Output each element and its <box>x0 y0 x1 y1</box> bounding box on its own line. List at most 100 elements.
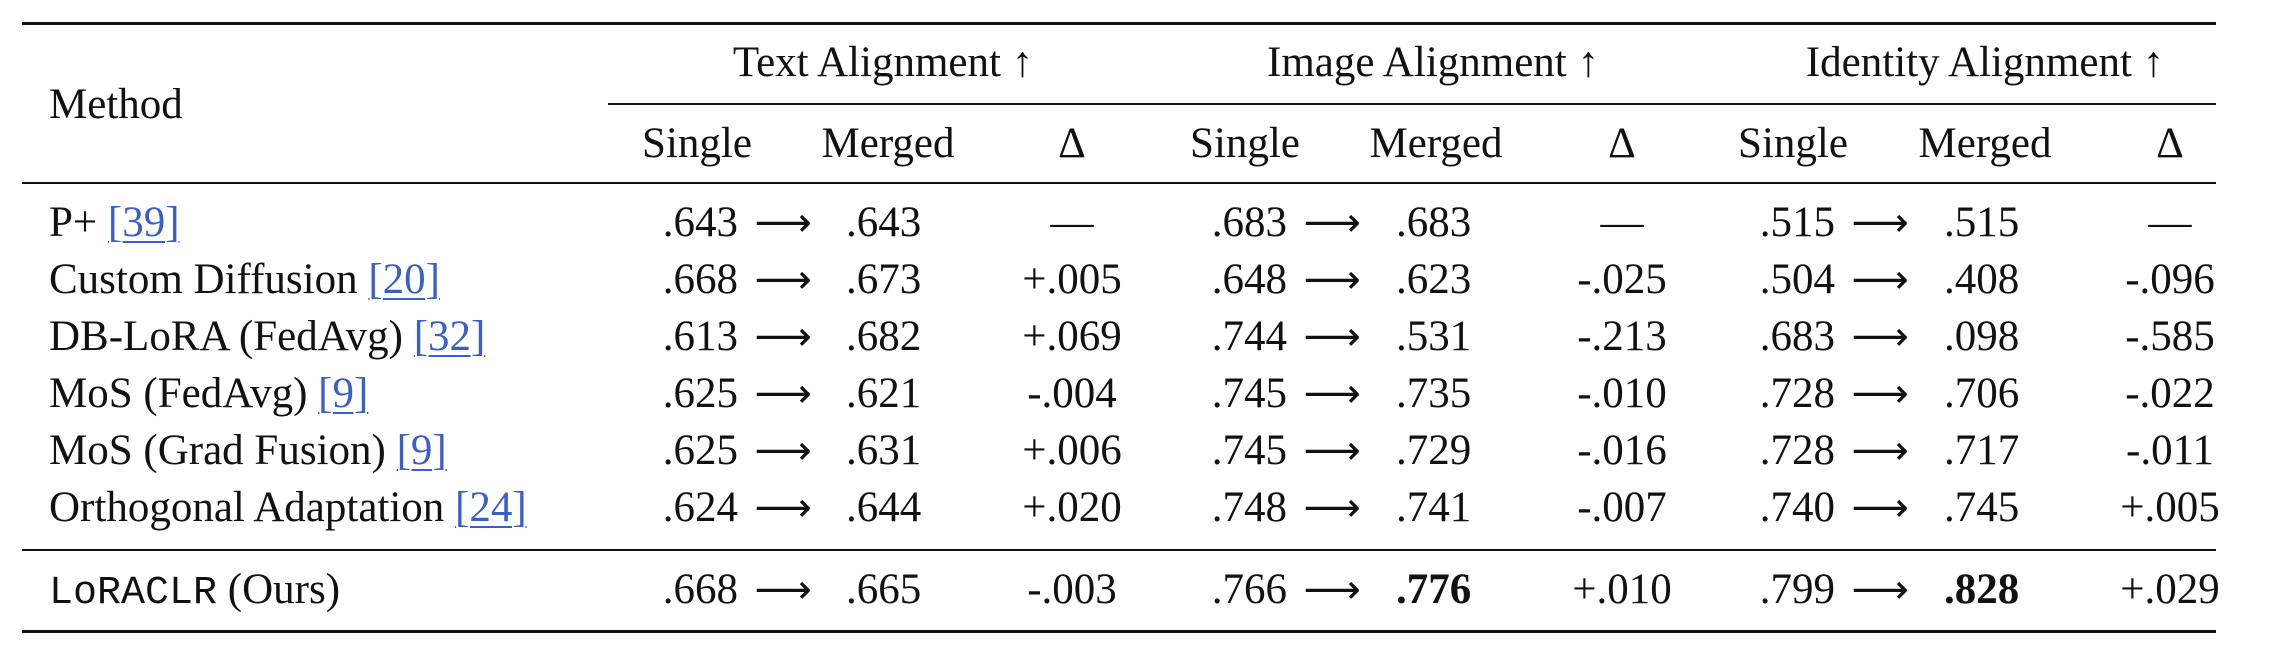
identity-merged-value: .098 <box>1944 313 2020 360</box>
arrow-icon: ⟶ <box>1303 567 1361 613</box>
image-single-value: .766 <box>1211 566 1287 613</box>
identity-delta-value: +.029 <box>2120 566 2220 613</box>
group-header-text: Text Alignment ↑ <box>732 39 1034 86</box>
method-suffix: (Ours) <box>217 566 341 613</box>
text-delta-value: +.005 <box>1022 256 1122 303</box>
identity-single-value: .515 <box>1759 199 1835 246</box>
method-name: Custom Diffusion <box>49 256 369 303</box>
identity-single-value: .799 <box>1759 566 1835 613</box>
identity-merged-value: .515 <box>1944 199 2020 246</box>
arrow-icon: ⟶ <box>1851 314 1909 360</box>
arrow-icon: ⟶ <box>754 485 812 531</box>
text-delta-value: +.006 <box>1022 427 1122 474</box>
text-merged-value: .665 <box>846 566 922 613</box>
image-merged-value: .735 <box>1396 370 1472 417</box>
identity-delta-value: — <box>2148 199 2192 246</box>
image-merged-value: .683 <box>1396 199 1472 246</box>
subheader-text-single: Single <box>642 120 752 167</box>
text-single-value: .624 <box>662 484 738 531</box>
group-header-image: Image Alignment ↑ <box>1267 39 1599 86</box>
image-delta-value: -.213 <box>1577 313 1667 360</box>
citation-link[interactable]: [39] <box>107 199 180 246</box>
method-name: MoS (Grad Fusion) <box>49 427 397 474</box>
group-underline <box>608 103 2216 105</box>
identity-single-value: .728 <box>1759 370 1835 417</box>
citation-link[interactable]: [24] <box>455 484 527 531</box>
arrow-icon: ⟶ <box>754 567 812 613</box>
arrow-icon: ⟶ <box>1303 257 1361 303</box>
arrow-icon: ⟶ <box>1851 428 1909 474</box>
text-delta-value: -.003 <box>1027 566 1117 613</box>
arrow-icon: ⟶ <box>1851 257 1909 303</box>
identity-merged-value: .828 <box>1944 566 2020 613</box>
subheader-text-delta: Δ <box>1058 120 1086 167</box>
subheader-text-merged: Merged <box>821 120 955 167</box>
text-single-value: .625 <box>662 427 738 474</box>
text-merged-value: .682 <box>846 313 922 360</box>
bottom-rule <box>22 630 2216 633</box>
method-name: Orthogonal Adaptation <box>49 484 456 531</box>
identity-merged-value: .408 <box>1944 256 2020 303</box>
identity-merged-value: .706 <box>1944 370 2020 417</box>
text-delta-value: -.004 <box>1027 370 1117 417</box>
arrow-icon: ⟶ <box>1303 371 1361 417</box>
arrow-icon: ⟶ <box>1303 200 1361 246</box>
image-merged-value: .531 <box>1396 313 1472 360</box>
arrow-icon: ⟶ <box>1851 567 1909 613</box>
arrow-icon: ⟶ <box>1303 314 1361 360</box>
text-delta-value: — <box>1050 199 1094 246</box>
identity-delta-value: -.011 <box>2126 427 2214 474</box>
subheader-image-merged: Merged <box>1369 120 1503 167</box>
image-delta-value: +.010 <box>1572 566 1672 613</box>
method-cell: MoS (FedAvg) [9] <box>49 369 368 419</box>
text-delta-value: +.020 <box>1022 484 1122 531</box>
method-name: LoRACLR <box>49 571 218 616</box>
image-delta-value: — <box>1600 199 1644 246</box>
text-single-value: .668 <box>662 566 738 613</box>
identity-single-value: .683 <box>1759 313 1835 360</box>
text-merged-value: .631 <box>846 427 922 474</box>
method-cell: DB-LoRA (FedAvg) [32] <box>49 312 485 362</box>
image-merged-value: .729 <box>1396 427 1472 474</box>
text-merged-value: .673 <box>846 256 922 303</box>
top-rule <box>22 22 2216 25</box>
text-single-value: .625 <box>662 370 738 417</box>
identity-merged-value: .745 <box>1944 484 2020 531</box>
method-cell: MoS (Grad Fusion) [9] <box>49 426 447 476</box>
arrow-icon: ⟶ <box>754 371 812 417</box>
subheader-identity-delta: Δ <box>2156 120 2184 167</box>
citation-link[interactable]: [32] <box>413 313 486 360</box>
image-delta-value: -.007 <box>1577 484 1667 531</box>
image-merged-value: .741 <box>1396 484 1472 531</box>
arrow-icon: ⟶ <box>754 428 812 474</box>
method-cell: P+ [39] <box>49 198 180 248</box>
citation-link[interactable]: [20] <box>368 256 440 303</box>
text-delta-value: +.069 <box>1022 313 1122 360</box>
arrow-icon: ⟶ <box>1851 200 1909 246</box>
header-rule <box>22 182 2216 184</box>
identity-merged-value: .717 <box>1944 427 2020 474</box>
image-single-value: .648 <box>1211 256 1287 303</box>
image-single-value: .745 <box>1211 370 1287 417</box>
image-single-value: .683 <box>1211 199 1287 246</box>
arrow-icon: ⟶ <box>1303 428 1361 474</box>
image-single-value: .748 <box>1211 484 1287 531</box>
citation-link[interactable]: [9] <box>396 427 447 474</box>
text-single-value: .668 <box>662 256 738 303</box>
arrow-icon: ⟶ <box>1851 371 1909 417</box>
image-single-value: .744 <box>1211 313 1287 360</box>
group-header-identity: Identity Alignment ↑ <box>1805 39 2165 86</box>
method-name: DB-LoRA (FedAvg) <box>49 313 414 360</box>
identity-single-value: .740 <box>1759 484 1835 531</box>
citation-link[interactable]: [9] <box>318 370 369 417</box>
subheader-image-single: Single <box>1190 120 1300 167</box>
ours-rule <box>22 549 2216 551</box>
identity-single-value: .504 <box>1759 256 1835 303</box>
method-cell: LoRACLR (Ours) <box>49 565 340 619</box>
text-single-value: .613 <box>662 313 738 360</box>
image-merged-value: .623 <box>1396 256 1472 303</box>
method-cell: Orthogonal Adaptation [24] <box>49 483 527 533</box>
arrow-icon: ⟶ <box>1851 485 1909 531</box>
identity-delta-value: -.022 <box>2125 370 2215 417</box>
arrow-icon: ⟶ <box>1303 485 1361 531</box>
